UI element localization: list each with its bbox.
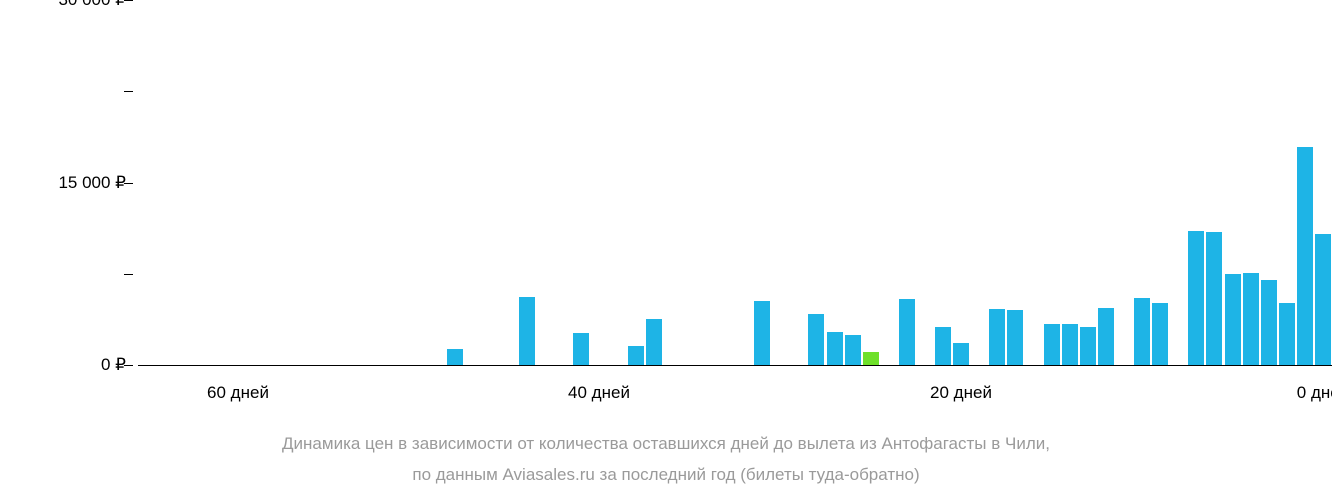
x-axis-label: 60 дней <box>207 383 269 402</box>
bar[interactable] <box>1152 303 1168 365</box>
y-axis-label: 0 ₽ <box>101 355 126 374</box>
bar[interactable] <box>1098 308 1114 365</box>
y-axis-label: 30 000 ₽ <box>58 0 126 8</box>
bar[interactable] <box>1188 231 1204 365</box>
bar[interactable] <box>646 319 662 365</box>
caption-line-2: по данным Aviasales.ru за последний год … <box>412 465 920 484</box>
y-axis-tick <box>124 91 133 92</box>
bar[interactable] <box>1134 298 1150 365</box>
bar[interactable] <box>899 299 915 365</box>
bar[interactable] <box>808 314 824 365</box>
caption-line-1: Динамика цен в зависимости от количества… <box>282 434 1050 453</box>
x-axis-label: 0 дней <box>1296 383 1332 402</box>
bar[interactable] <box>1279 303 1295 365</box>
bar[interactable] <box>827 332 843 365</box>
bar[interactable] <box>863 352 879 365</box>
x-axis-label: 40 дней <box>568 383 630 402</box>
y-axis-tick <box>124 183 133 184</box>
bar[interactable] <box>1007 310 1023 365</box>
bar[interactable] <box>1080 327 1096 365</box>
bar[interactable] <box>628 346 644 365</box>
bar[interactable] <box>1261 280 1277 365</box>
y-axis-label: 15 000 ₽ <box>58 173 126 192</box>
bar[interactable] <box>1062 324 1078 365</box>
chart-caption: Динамика цен в зависимости от количества… <box>0 428 1332 490</box>
bar[interactable] <box>1315 234 1331 365</box>
y-axis-tick <box>124 365 133 366</box>
bar[interactable] <box>447 349 463 365</box>
bar[interactable] <box>935 327 951 365</box>
bar[interactable] <box>519 297 535 365</box>
bar[interactable] <box>1297 147 1313 365</box>
bar[interactable] <box>953 343 969 365</box>
y-axis-tick <box>124 274 133 275</box>
bar[interactable] <box>989 309 1005 365</box>
bar[interactable] <box>754 301 770 365</box>
x-axis-label: 20 дней <box>930 383 992 402</box>
bar[interactable] <box>845 335 861 365</box>
bar[interactable] <box>1044 324 1060 365</box>
bar-series <box>138 0 1332 365</box>
bar[interactable] <box>573 333 589 365</box>
bar[interactable] <box>1206 232 1222 365</box>
x-axis-line <box>138 365 1332 366</box>
bar[interactable] <box>1225 274 1241 365</box>
plot-area <box>138 0 1332 365</box>
bar[interactable] <box>1243 273 1259 365</box>
y-axis-tick <box>124 0 133 1</box>
